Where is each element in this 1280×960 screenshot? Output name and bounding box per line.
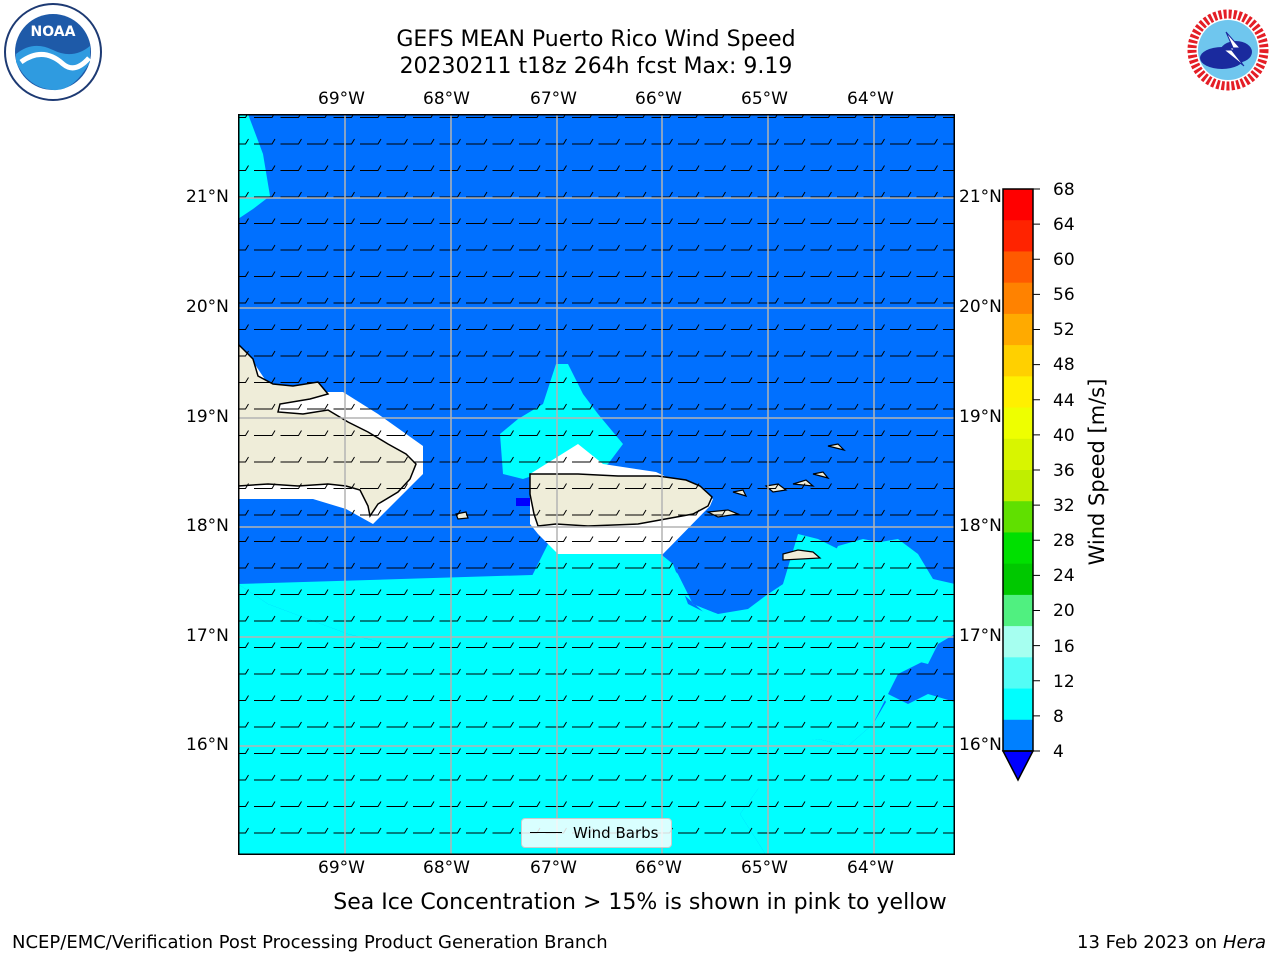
cbar-tick-60: 60 [1053, 250, 1075, 270]
colorbar-bin [1003, 470, 1033, 502]
colorbar-bin [1003, 189, 1033, 221]
cbar-tick-40: 40 [1053, 426, 1075, 446]
cbar-tick-36: 36 [1053, 461, 1075, 481]
cbar-tick-48: 48 [1053, 355, 1075, 375]
cbar-tick-44: 44 [1053, 391, 1075, 411]
lon-tick-top-64: 64°W [847, 89, 894, 109]
noaa-logo-text: NOAA [31, 24, 76, 40]
colorbar-bin [1003, 501, 1033, 533]
cbar-tick-8: 8 [1053, 707, 1064, 727]
colorbar [1001, 188, 1040, 782]
cbar-tick-68: 68 [1053, 180, 1075, 200]
lat-tick-left-17: 17°N [186, 626, 229, 646]
lat-tick-right-20: 20°N [959, 297, 1002, 317]
cbar-tick-4: 4 [1053, 742, 1064, 762]
footer-host: Hera [1222, 932, 1266, 953]
cbar-tick-12: 12 [1053, 672, 1075, 692]
lon-tick-top-66: 66°W [635, 89, 682, 109]
lon-tick-top-65: 65°W [741, 89, 788, 109]
map-title-line2: 20230211 t18z 264h fcst Max: 9.19 [399, 54, 793, 79]
lon-tick-bottom-64: 64°W [847, 858, 894, 878]
footer-date: 13 Feb 2023 on Hera [1077, 932, 1266, 953]
lon-tick-bottom-67: 67°W [530, 858, 577, 878]
colorbar-bin [1003, 657, 1033, 690]
nws-logo [1182, 4, 1274, 96]
cbar-tick-32: 32 [1053, 496, 1075, 516]
lat-tick-right-19: 19°N [959, 407, 1002, 427]
lat-tick-left-19: 19°N [186, 407, 229, 427]
colorbar-bin [1003, 532, 1033, 565]
map-frame [238, 114, 955, 855]
lat-tick-left-21: 21°N [186, 187, 229, 207]
lon-tick-bottom-65: 65°W [741, 858, 788, 878]
cbar-tick-28: 28 [1053, 531, 1075, 551]
sea-ice-note: Sea Ice Concentration > 15% is shown in … [333, 890, 947, 915]
colorbar-bin [1003, 407, 1033, 440]
lon-tick-bottom-66: 66°W [635, 858, 682, 878]
colorbar-bin [1003, 345, 1033, 377]
wind-barbs [238, 114, 955, 855]
footer-date-text: 13 Feb 2023 on [1077, 932, 1218, 953]
colorbar-bin [1003, 376, 1033, 409]
colorbar-bin [1003, 719, 1033, 752]
lat-tick-right-17: 17°N [959, 626, 1002, 646]
colorbar-bin [1003, 282, 1033, 315]
footer-branch: NCEP/EMC/Verification Post Processing Pr… [12, 932, 608, 953]
lat-tick-left-18: 18°N [186, 516, 229, 536]
cbar-tick-16: 16 [1053, 637, 1075, 657]
wind-speed-map [238, 114, 955, 855]
legend-line-icon [530, 832, 562, 833]
colorbar-label: Wind Speed [m/s] [1085, 378, 1109, 566]
noaa-logo: NOAA [4, 3, 102, 101]
map-title-line1: GEFS MEAN Puerto Rico Wind Speed [396, 27, 796, 52]
gridlines [238, 114, 955, 855]
lat-tick-right-21: 21°N [959, 187, 1002, 207]
cbar-tick-52: 52 [1053, 320, 1075, 340]
colorbar-bin [1003, 438, 1033, 471]
map-legend: Wind Barbs [521, 818, 672, 848]
colorbar-bin [1003, 688, 1033, 721]
colorbar-bin [1003, 563, 1033, 596]
lat-tick-right-16: 16°N [959, 735, 1002, 755]
colorbar-bin [1003, 251, 1033, 284]
cbar-tick-24: 24 [1053, 566, 1075, 586]
legend-label: Wind Barbs [573, 824, 659, 842]
lon-tick-top-69: 69°W [318, 89, 365, 109]
cbar-tick-20: 20 [1053, 601, 1075, 621]
colorbar-extend-arrow [1001, 750, 1035, 782]
lat-tick-right-18: 18°N [959, 516, 1002, 536]
colorbar-bin [1003, 313, 1033, 346]
lon-tick-top-68: 68°W [423, 89, 470, 109]
colorbar-bin [1003, 220, 1033, 252]
colorbar-bin [1003, 626, 1033, 658]
cbar-tick-64: 64 [1053, 215, 1075, 235]
cbar-tick-56: 56 [1053, 285, 1075, 305]
lon-tick-bottom-68: 68°W [423, 858, 470, 878]
lat-tick-left-20: 20°N [186, 297, 229, 317]
colorbar-bin [1003, 594, 1033, 627]
lat-tick-left-16: 16°N [186, 735, 229, 755]
lon-tick-bottom-69: 69°W [318, 858, 365, 878]
lon-tick-top-67: 67°W [530, 89, 577, 109]
